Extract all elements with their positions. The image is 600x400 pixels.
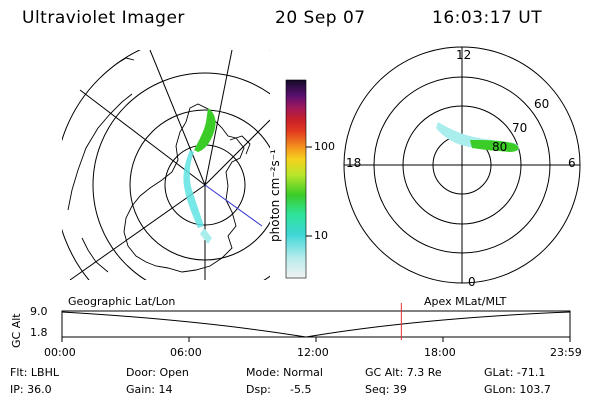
status-dsp-label: Dsp:	[246, 383, 271, 396]
meridian-line	[69, 184, 206, 280]
coastline	[81, 237, 109, 273]
coastline	[115, 57, 135, 65]
mlt-label-0: 0	[468, 275, 476, 289]
lat-label-80: 80	[492, 140, 508, 154]
mlt-label-18: 18	[346, 156, 362, 170]
status-dsp-value: -5.5	[290, 383, 312, 396]
x-tick-label: 23:59	[550, 346, 582, 359]
date-label: 20 Sep 07	[275, 8, 366, 28]
status-ip: IP: 36.0	[10, 383, 52, 396]
polar-plot	[343, 46, 581, 284]
geographic-panel-label: Geographic Lat/Lon	[68, 295, 176, 308]
x-tick-label: 06:00	[170, 346, 202, 359]
status-gc-alt: GC Alt: 7.3 Re	[365, 366, 442, 379]
geo-reference-line	[204, 184, 263, 227]
status-mode: Mode: Normal	[246, 366, 323, 379]
aurora-emission	[200, 228, 212, 244]
status-glon: GLon: 103.7	[484, 383, 551, 396]
geographic-map	[62, 50, 270, 280]
meridian-line	[204, 119, 270, 186]
colorbar-tick-label: 10	[314, 229, 328, 242]
status-glat: GLat: -71.1	[484, 366, 546, 379]
mlt-label-12: 12	[456, 48, 472, 62]
colorbar	[285, 79, 307, 279]
altitude-curve	[61, 311, 571, 338]
status-seq: Seq: 39	[365, 383, 407, 396]
x-tick-label: 12:00	[297, 346, 329, 359]
time-label: 16:03:17 UT	[432, 8, 543, 28]
altitude-frame	[61, 310, 571, 338]
aurora-emission	[194, 108, 216, 152]
lat-circle-outer	[92, 72, 270, 280]
coastline	[123, 103, 245, 273]
coastline	[229, 135, 251, 155]
altitude-ymax: 9.0	[30, 305, 48, 318]
lat-label-60: 60	[534, 97, 550, 111]
apex-panel-label: Apex MLat/MLT	[424, 295, 507, 308]
altitude-strip	[61, 303, 571, 342]
lat-label-70: 70	[512, 121, 528, 135]
status-door: Door: Open	[126, 366, 189, 379]
aurora-emission	[470, 140, 519, 152]
instrument-title: Ultraviolet Imager	[22, 8, 185, 28]
meridian-line	[149, 50, 206, 186]
status-filter: Flt: LBHL	[10, 366, 59, 379]
altitude-ymin: 1.8	[30, 326, 48, 339]
mlt-label-6: 6	[568, 156, 576, 170]
colorbar-tick-label: 100	[314, 140, 335, 153]
colorbar-label: photon cm⁻²s⁻¹	[268, 149, 282, 242]
x-tick-label: 18:00	[424, 346, 456, 359]
aurora-emission	[183, 150, 204, 228]
coastline	[67, 93, 133, 211]
status-gain: Gain: 14	[126, 383, 173, 396]
altitude-ylabel: GC Alt	[10, 313, 23, 348]
meridian-line	[79, 89, 206, 186]
meridian-line	[204, 50, 233, 186]
x-tick-label: 00:00	[44, 346, 76, 359]
